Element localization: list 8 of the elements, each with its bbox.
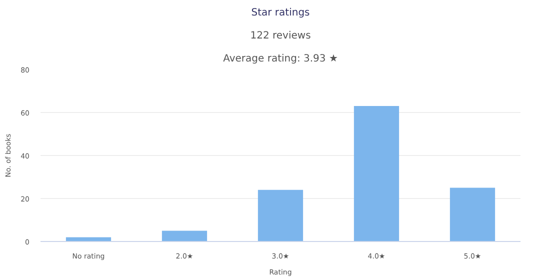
bar: [66, 237, 112, 242]
text: Average rating: 3.93 ★: [223, 54, 338, 64]
bar: [258, 190, 304, 242]
bar: [450, 188, 496, 242]
bar: [354, 106, 400, 242]
bar: [162, 230, 208, 242]
chart-title: Star ratings: [251, 8, 310, 18]
chart-subtitle: 122 reviews: [250, 30, 311, 42]
